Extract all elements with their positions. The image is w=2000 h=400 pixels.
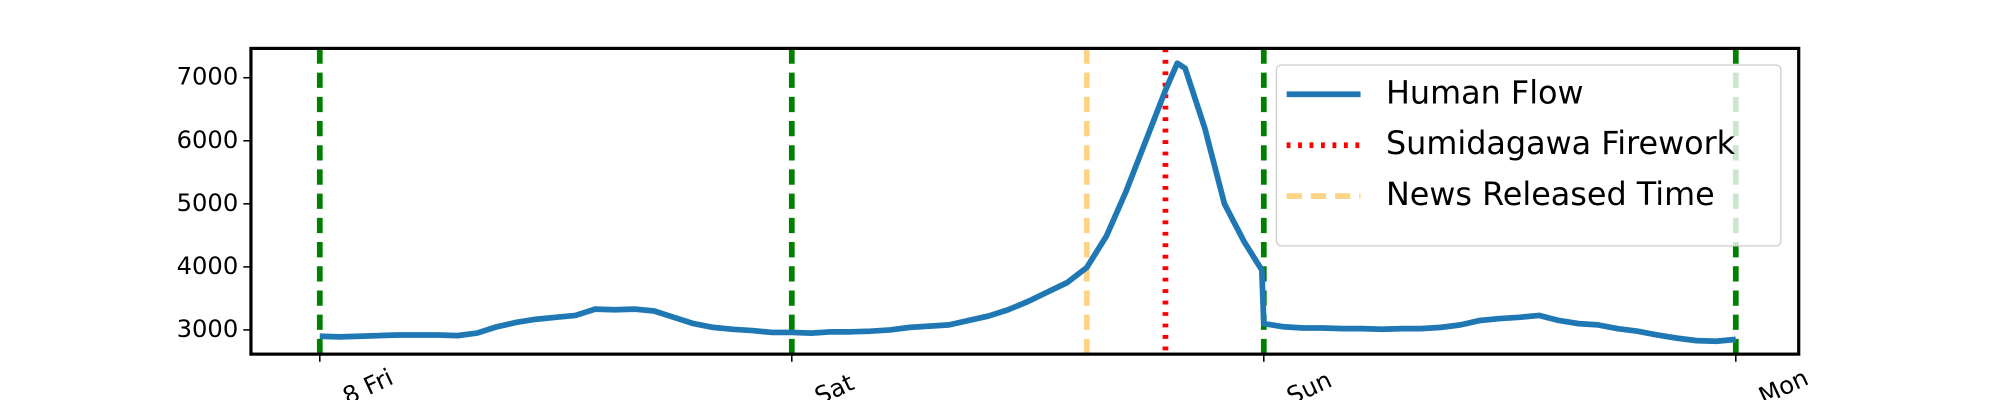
- legend: Human Flow Sumidagawa Firework News Releas…: [1275, 64, 1782, 247]
- x-tick-label: Sat: [811, 368, 859, 400]
- x-tick-label: Sun: [1283, 366, 1337, 400]
- plot-frame: [249, 46, 1801, 356]
- x-tick-label: 8 Fri: [339, 363, 398, 400]
- data-line: [319, 60, 1737, 345]
- legend-label: Sumidagawa Firework: [1386, 124, 1736, 162]
- y-tick-label: 7000: [177, 63, 239, 91]
- legend-label: Human Flow: [1386, 73, 1584, 111]
- y-tick-label: 3000: [177, 315, 239, 343]
- legend-box: [1275, 64, 1782, 247]
- y-tick-label: 4000: [177, 252, 239, 280]
- legend-label: News Released Time: [1386, 175, 1715, 213]
- x-tick-label: Mon: [1755, 364, 1813, 400]
- y-tick-label: 6000: [177, 126, 239, 154]
- y-tick-label: 5000: [177, 189, 239, 217]
